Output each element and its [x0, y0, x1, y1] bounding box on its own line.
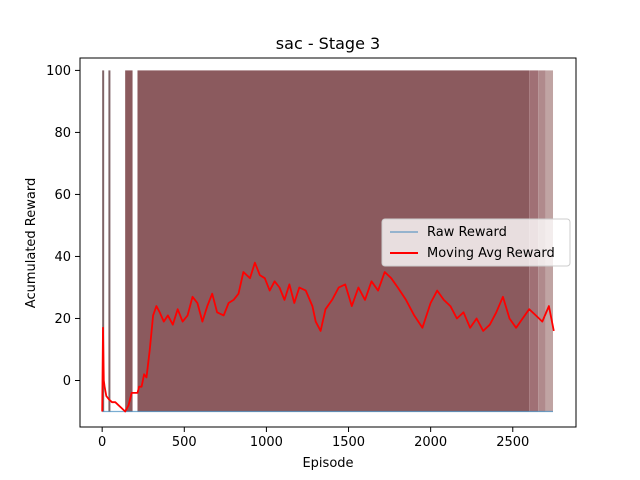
- x-tick-label: 500: [172, 435, 197, 450]
- x-tick-label: 2500: [496, 435, 529, 450]
- y-tick-label: 80: [54, 126, 71, 141]
- raw-reward-band: [125, 70, 133, 412]
- legend-avg-label: Moving Avg Reward: [427, 246, 555, 261]
- y-tick-label: 100: [46, 64, 71, 79]
- y-tick-label: 60: [54, 188, 71, 203]
- x-tick-label: 2000: [414, 435, 447, 450]
- moving-avg-layer: [101, 261, 555, 413]
- y-axis-label: Acumulated Reward: [24, 178, 39, 308]
- legend: Raw Reward Moving Avg Reward: [381, 218, 571, 267]
- legend-raw-label: Raw Reward: [427, 225, 507, 240]
- y-tick-label: 0: [63, 374, 71, 389]
- moving-avg-line: [101, 261, 555, 413]
- raw-reward-spike: [102, 70, 105, 412]
- y-tick-label: 40: [54, 250, 71, 265]
- raw-reward-spike: [108, 70, 111, 412]
- x-tick-label: 0: [98, 435, 106, 450]
- x-tick-label: 1000: [250, 435, 283, 450]
- plot-frame: [79, 57, 577, 428]
- y-axis: 0 20 40 60 80 100: [46, 64, 80, 389]
- x-axis: 0 500 1000 1500 2000 2500: [98, 427, 529, 450]
- chart-title: sac - Stage 3: [276, 34, 380, 53]
- x-axis-label: Episode: [302, 456, 353, 471]
- y-tick-label: 20: [54, 312, 71, 327]
- legend-box: [381, 218, 571, 267]
- x-tick-label: 1500: [332, 435, 365, 450]
